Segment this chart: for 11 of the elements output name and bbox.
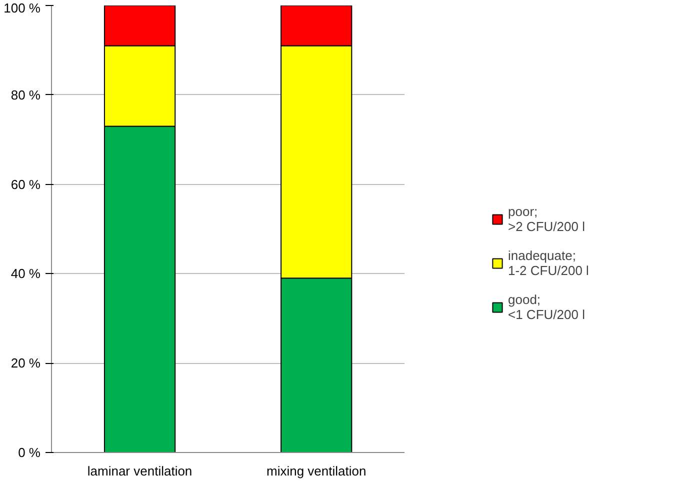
legend-label: inadequate; 1-2 CFU/200 l xyxy=(508,248,589,278)
y-tick-label: 80 % xyxy=(10,87,41,102)
x-tick-label: laminar ventilation xyxy=(87,464,192,478)
legend-label: good; <1 CFU/200 l xyxy=(508,292,585,322)
y-tick-label: 0 % xyxy=(18,445,41,460)
y-tick-label: 60 % xyxy=(10,176,41,192)
y-tick-label: 20 % xyxy=(10,356,41,371)
legend-label: poor; >2 CFU/200 l xyxy=(508,204,585,234)
y-tick-label: 100 % xyxy=(4,0,41,16)
x-tick-label: mixing ventilation xyxy=(266,464,366,478)
y-tick-label: 40 % xyxy=(10,266,41,282)
